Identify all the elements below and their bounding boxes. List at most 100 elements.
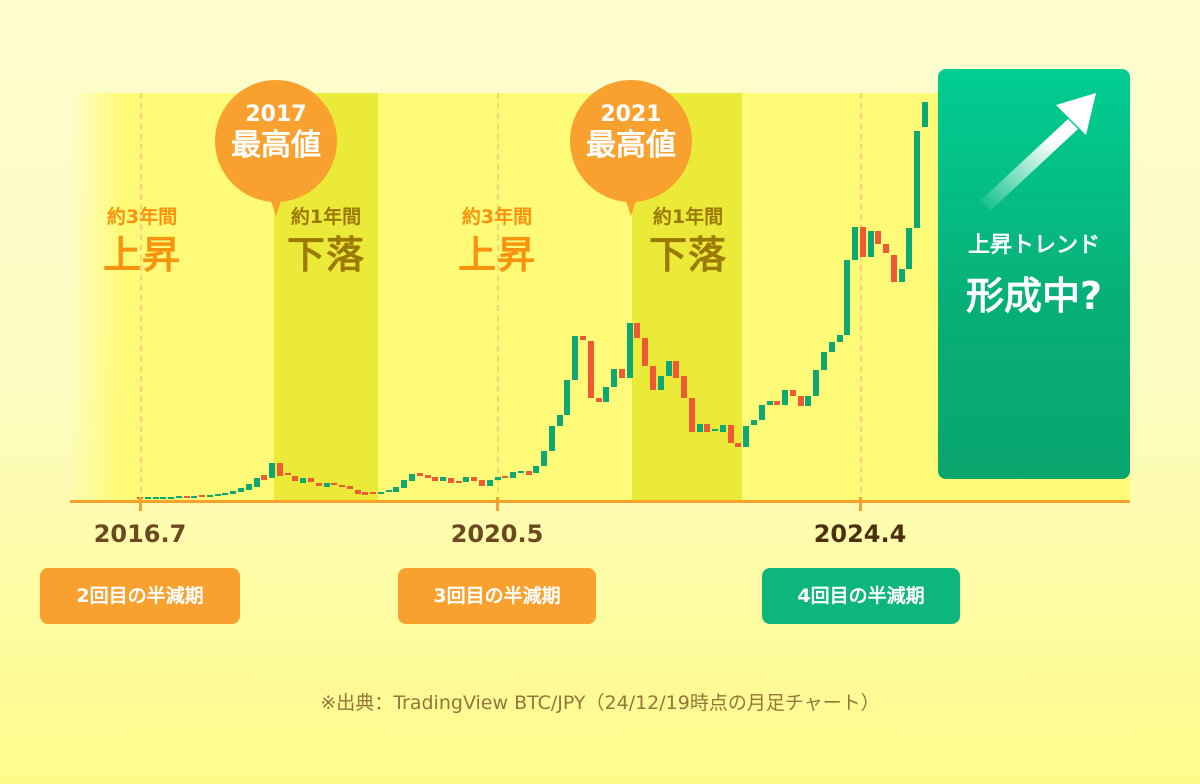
phase-trend: 下落 — [648, 233, 727, 277]
candle — [517, 471, 524, 473]
candle — [160, 497, 167, 499]
x-axis — [70, 500, 1130, 503]
candle — [494, 477, 501, 480]
candle — [844, 260, 851, 335]
candle — [447, 478, 454, 483]
candle — [782, 390, 789, 405]
candle — [611, 369, 618, 387]
candle — [657, 376, 664, 390]
phase-rise-2: 約3年間 上昇 — [443, 205, 551, 281]
candle — [649, 366, 656, 390]
candle — [144, 497, 151, 499]
candle — [774, 401, 781, 405]
candle — [409, 474, 416, 481]
candle — [525, 471, 532, 475]
candle — [401, 480, 408, 488]
candle — [805, 396, 812, 406]
candle — [797, 396, 804, 406]
candle — [914, 131, 921, 228]
candle — [471, 477, 478, 481]
candle — [393, 487, 400, 492]
candle — [533, 466, 540, 473]
candle — [300, 478, 307, 483]
candle — [486, 480, 493, 486]
peak-bubble-2017: 2017 最高値 — [215, 80, 337, 216]
candle — [385, 490, 392, 492]
x-label-2016: 2016.7 — [93, 520, 187, 548]
candle — [898, 269, 905, 282]
candle — [696, 424, 703, 432]
candle — [377, 492, 384, 494]
candle — [875, 231, 882, 244]
halving-line-2020 — [497, 93, 499, 503]
candle — [175, 496, 182, 498]
candle — [688, 398, 695, 432]
candle — [626, 323, 633, 378]
phase-duration: 約1年間 — [652, 206, 724, 228]
candle — [261, 475, 268, 480]
candle — [743, 426, 750, 447]
phase-rise-1: 約3年間 上昇 — [88, 205, 196, 281]
candle — [222, 493, 229, 495]
candle — [719, 425, 726, 432]
candle — [510, 472, 517, 478]
x-tick-2024 — [859, 497, 862, 511]
phase-trend: 下落 — [286, 233, 365, 277]
up-right-arrow-icon — [980, 93, 1096, 211]
candle — [253, 478, 260, 487]
candle — [922, 102, 928, 127]
phase-duration: 約1年間 — [290, 206, 362, 228]
candle — [758, 405, 765, 420]
candle — [463, 477, 470, 482]
peak-bubble-2021: 2021 最高値 — [570, 80, 692, 216]
candle — [269, 463, 276, 478]
halving-badge-3: 3回目の半減期 — [398, 568, 596, 624]
candle — [735, 443, 742, 447]
candle — [478, 480, 485, 486]
candle — [191, 496, 198, 498]
x-label-2024: 2024.4 — [813, 520, 907, 548]
candle — [370, 492, 377, 494]
x-tick-2016 — [139, 497, 142, 511]
halving-badge-4: 4回目の半減期 — [762, 568, 960, 624]
phase-trend: 上昇 — [102, 233, 181, 277]
candle — [890, 255, 897, 282]
phase-fall-1: 約1年間 下落 — [272, 205, 380, 281]
candle — [587, 341, 594, 398]
candle — [828, 342, 835, 352]
candle — [572, 336, 579, 380]
phase-trend: 上昇 — [457, 233, 536, 277]
candle — [424, 475, 431, 478]
candle — [836, 335, 843, 342]
candle — [440, 477, 447, 481]
candle — [230, 491, 237, 494]
candle — [681, 376, 688, 398]
candle — [665, 361, 672, 376]
candle — [315, 483, 322, 486]
uptrend-callout: 上昇トレンド 形成中? — [938, 69, 1130, 479]
candle — [813, 370, 820, 396]
candle — [564, 380, 571, 415]
candle — [245, 484, 252, 490]
candle — [152, 497, 159, 499]
candle — [292, 476, 299, 481]
candle — [354, 490, 361, 494]
candle — [199, 495, 206, 497]
candle — [284, 473, 291, 475]
phase-duration: 約3年間 — [461, 206, 533, 228]
candle — [339, 485, 346, 487]
candle — [727, 425, 734, 443]
candle — [906, 228, 913, 269]
candle — [331, 483, 338, 485]
candle — [206, 495, 213, 497]
halving-badge-2: 2回目の半減期 — [40, 568, 240, 624]
source-note: ※出典：TradingView BTC/JPY（24/12/19時点の月足チャー… — [320, 692, 880, 714]
phase-fall-2: 約1年間 下落 — [634, 205, 742, 281]
candle — [416, 473, 423, 476]
candle — [712, 429, 719, 431]
halving-line-2024 — [860, 93, 862, 503]
candle — [618, 369, 625, 378]
candle — [595, 398, 602, 402]
candle — [541, 451, 548, 466]
peak-year: 2021 — [600, 102, 662, 127]
